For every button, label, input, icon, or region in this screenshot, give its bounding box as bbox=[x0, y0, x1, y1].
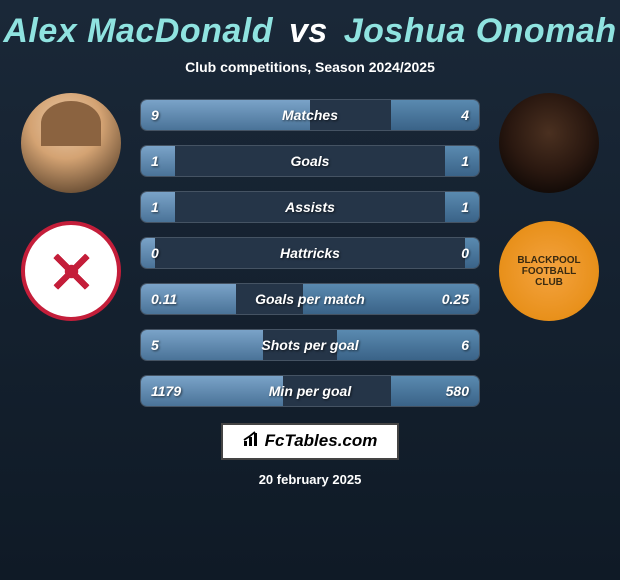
player2-avatar bbox=[499, 93, 599, 193]
stat-row: 1Assists1 bbox=[140, 191, 480, 223]
brand-badge: FcTables.com bbox=[221, 423, 400, 460]
stat-row: 0.11Goals per match0.25 bbox=[140, 283, 480, 315]
stat-label: Goals per match bbox=[211, 291, 409, 307]
stat-value-right: 1 bbox=[409, 153, 479, 169]
player2-club-badge: BLACKPOOL FOOTBALL CLUB bbox=[499, 221, 599, 321]
stat-value-right: 580 bbox=[409, 383, 479, 399]
stat-value-left: 5 bbox=[141, 337, 211, 353]
title-player2: Joshua Onomah bbox=[344, 12, 617, 50]
stat-label: Assists bbox=[211, 199, 409, 215]
stat-value-right: 0.25 bbox=[409, 291, 479, 307]
player1-club-badge bbox=[21, 221, 121, 321]
stat-value-right: 4 bbox=[409, 107, 479, 123]
stat-row: 1Goals1 bbox=[140, 145, 480, 177]
stat-value-right: 1 bbox=[409, 199, 479, 215]
stat-label: Min per goal bbox=[211, 383, 409, 399]
stat-row: 1179Min per goal580 bbox=[140, 375, 480, 407]
stat-value-left: 9 bbox=[141, 107, 211, 123]
stat-value-left: 1 bbox=[141, 199, 211, 215]
footer-date: 20 february 2025 bbox=[0, 472, 620, 487]
stat-label: Hattricks bbox=[211, 245, 409, 261]
title-vs: vs bbox=[289, 12, 328, 50]
stat-value-left: 1 bbox=[141, 153, 211, 169]
left-side bbox=[16, 93, 126, 321]
title-player1: Alex MacDonald bbox=[3, 12, 273, 50]
stat-label: Shots per goal bbox=[211, 337, 409, 353]
stat-row: 5Shots per goal6 bbox=[140, 329, 480, 361]
chart-icon bbox=[243, 431, 261, 452]
stat-value-left: 1179 bbox=[141, 383, 211, 399]
stat-label: Goals bbox=[211, 153, 409, 169]
comparison-title: Alex MacDonald vs Joshua Onomah bbox=[0, 0, 620, 51]
stat-value-right: 6 bbox=[409, 337, 479, 353]
stat-value-left: 0.11 bbox=[141, 291, 211, 307]
content-area: 9Matches41Goals11Assists10Hattricks00.11… bbox=[0, 93, 620, 407]
player1-avatar bbox=[21, 93, 121, 193]
stat-value-left: 0 bbox=[141, 245, 211, 261]
right-side: BLACKPOOL FOOTBALL CLUB bbox=[494, 93, 604, 321]
stat-row: 9Matches4 bbox=[140, 99, 480, 131]
brand-text: FcTables.com bbox=[265, 431, 378, 450]
subtitle: Club competitions, Season 2024/2025 bbox=[0, 59, 620, 75]
footer: FcTables.com 20 february 2025 bbox=[0, 423, 620, 487]
stat-value-right: 0 bbox=[409, 245, 479, 261]
stats-table: 9Matches41Goals11Assists10Hattricks00.11… bbox=[140, 99, 480, 407]
stat-label: Matches bbox=[211, 107, 409, 123]
stat-row: 0Hattricks0 bbox=[140, 237, 480, 269]
